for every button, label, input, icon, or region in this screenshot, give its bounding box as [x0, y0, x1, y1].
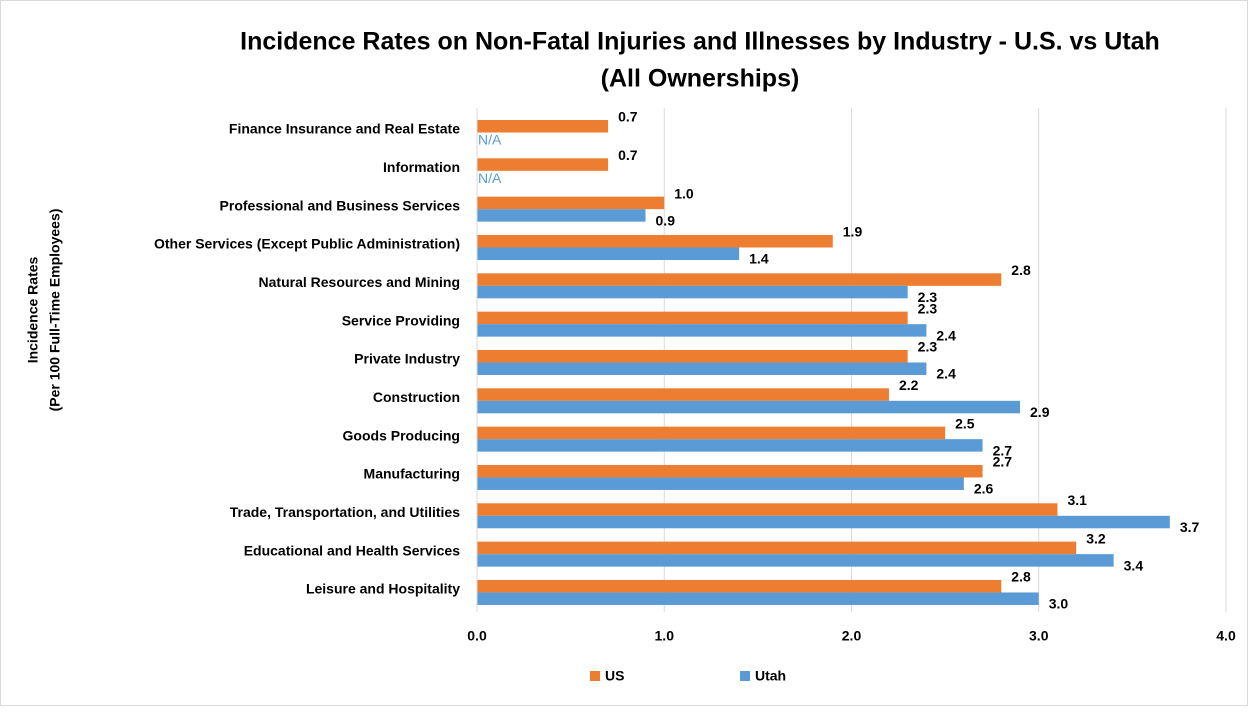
bar: [477, 120, 609, 133]
y-tick-label: Service Providing: [342, 312, 460, 328]
data-label: 2.3: [918, 289, 938, 305]
data-label: 3.2: [1086, 530, 1106, 546]
legend-label: Utah: [755, 668, 786, 684]
bar: [477, 247, 740, 260]
data-label: 2.9: [1030, 404, 1050, 420]
bar: [477, 503, 1058, 516]
bar: [477, 579, 1002, 593]
legend-swatch: [590, 671, 600, 681]
chart-title: (All Ownerships): [601, 65, 800, 93]
y-tick-label: Leisure and Hospitality: [306, 581, 460, 597]
data-label: 1.9: [843, 224, 863, 240]
bar: [477, 554, 1114, 567]
y-tick-label: Information: [383, 159, 460, 175]
y-tick-label: Construction: [373, 389, 460, 405]
bar: [477, 234, 833, 248]
x-tick-label: 2.0: [842, 628, 862, 644]
data-label: 2.8: [1011, 569, 1031, 585]
data-label: N/A: [478, 170, 502, 186]
bar: [477, 311, 908, 325]
data-label: 2.8: [1011, 262, 1031, 278]
x-tick-label: 3.0: [1029, 628, 1049, 644]
data-label: 2.3: [918, 339, 938, 355]
data-label: 0.7: [618, 147, 638, 163]
y-tick-label: Private Industry: [354, 351, 460, 367]
data-label: 0.7: [618, 109, 638, 125]
data-label: 2.3: [918, 300, 938, 316]
bar: [477, 477, 964, 490]
y-axis-label: (Per 100 Full-Time Employees): [47, 209, 63, 412]
bar: [477, 158, 609, 171]
data-label: N/A: [478, 132, 502, 148]
y-tick-label: Trade, Transportation, and Utilities: [230, 504, 460, 520]
x-tick-label: 1.0: [655, 628, 675, 644]
bar: [477, 592, 1039, 605]
y-tick-label: Manufacturing: [364, 466, 460, 482]
y-tick-label: Natural Resources and Mining: [259, 274, 460, 290]
chart-title: Incidence Rates on Non-Fatal Injuries an…: [240, 28, 1160, 56]
data-label: 1.0: [674, 185, 694, 201]
bar: [477, 196, 665, 210]
bar: [477, 541, 1077, 555]
y-tick-label: Goods Producing: [343, 427, 460, 443]
data-label: 1.4: [749, 251, 769, 267]
y-tick-label: Educational and Health Services: [244, 542, 461, 558]
data-label: 2.2: [899, 377, 919, 393]
data-label: 3.4: [1124, 557, 1144, 573]
bar: [477, 464, 983, 478]
bar: [477, 285, 908, 299]
bar: [477, 400, 1021, 414]
bar: [477, 388, 889, 401]
bar: [477, 439, 983, 452]
data-label: 3.1: [1067, 492, 1087, 508]
y-tick-label: Finance Insurance and Real Estate: [229, 121, 460, 137]
bar: [477, 209, 646, 222]
data-label: 2.7: [993, 442, 1013, 458]
bar: [477, 515, 1170, 529]
y-axis-label: Incidence Rates: [25, 256, 41, 363]
x-tick-label: 0.0: [467, 628, 487, 644]
bar: [477, 426, 946, 440]
data-label: 3.0: [1049, 596, 1069, 612]
bar: [477, 362, 927, 375]
data-label: 3.7: [1180, 519, 1200, 535]
bar: [477, 324, 927, 337]
legend-label: US: [605, 668, 624, 684]
legend-swatch: [740, 671, 750, 681]
bar: [477, 273, 1002, 286]
x-tick-label: 4.0: [1216, 628, 1236, 644]
bar: [477, 349, 908, 363]
y-tick-label: Other Services (Except Public Administra…: [154, 236, 460, 252]
data-label: 2.7: [993, 454, 1013, 470]
data-label: 2.6: [974, 481, 994, 497]
data-label: 2.4: [936, 366, 956, 382]
data-label: 0.9: [656, 212, 676, 228]
y-tick-label: Professional and Business Services: [220, 197, 461, 213]
data-label: 2.4: [936, 327, 956, 343]
data-label: 2.5: [955, 415, 975, 431]
